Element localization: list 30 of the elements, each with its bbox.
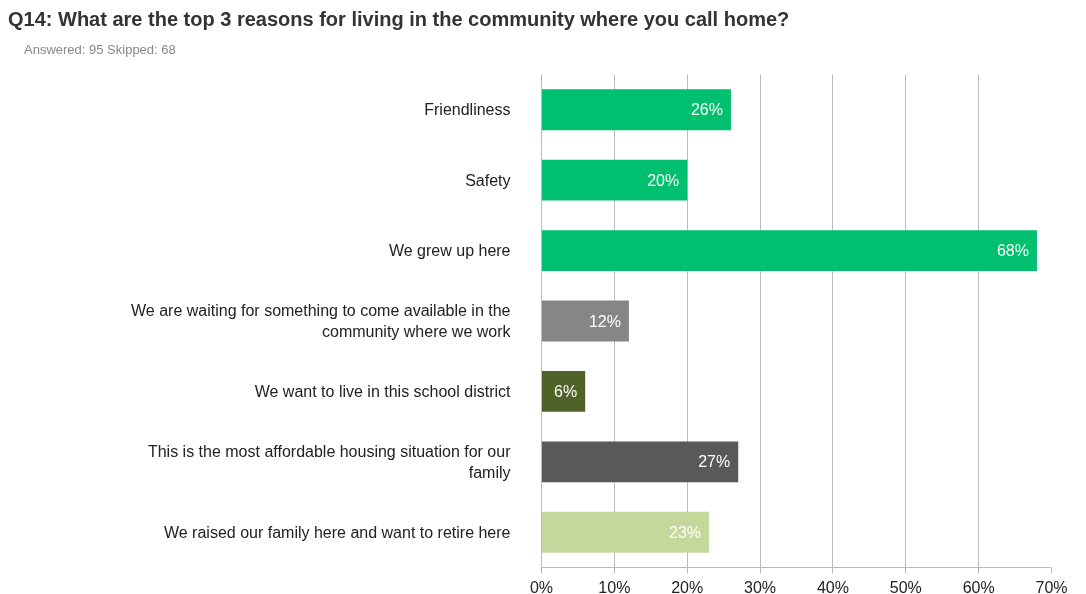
data-label: 27% bbox=[698, 453, 731, 471]
y-tick-label: Friendliness bbox=[424, 101, 511, 119]
data-label: 26% bbox=[690, 101, 723, 119]
bar bbox=[541, 441, 739, 483]
x-tick-label: 60% bbox=[962, 578, 995, 594]
text: Answered: 95 Skipped: 68 bbox=[24, 41, 176, 59]
y-tick-label: We want to live in this school district bbox=[254, 382, 512, 400]
y-tick-label: Safety bbox=[465, 171, 511, 189]
data-label: 12% bbox=[588, 312, 621, 330]
y-tick-label: This is the most affordable housing situation for our family bbox=[147, 443, 512, 481]
data-label: 20% bbox=[647, 171, 680, 189]
bar bbox=[541, 230, 1037, 271]
y-tick-label: We raised our family here and want to retire here bbox=[163, 523, 511, 541]
bar bbox=[541, 89, 731, 131]
x-tick-label: 30% bbox=[744, 578, 777, 594]
x-tick-label: 0% bbox=[529, 578, 554, 594]
x-tick-label: 40% bbox=[816, 578, 849, 594]
data-label: 6% bbox=[554, 382, 578, 400]
data-label: 68% bbox=[996, 242, 1029, 260]
bar bbox=[541, 159, 688, 201]
x-tick-label: 20% bbox=[671, 578, 704, 594]
chart-title: Q14: What are the top 3 reasons for living in the community where you call home? bbox=[8, 7, 790, 32]
x-tick-label: 50% bbox=[889, 578, 922, 594]
y-tick-label: We grew up here bbox=[388, 242, 511, 260]
bar bbox=[541, 300, 629, 342]
data-label: 23% bbox=[669, 523, 702, 541]
y-tick-label: We are waiting for something to come available in the community where we work bbox=[131, 302, 512, 340]
bar bbox=[541, 511, 710, 553]
x-tick-label: 10% bbox=[598, 578, 631, 594]
x-tick-label: 70% bbox=[1035, 578, 1068, 594]
